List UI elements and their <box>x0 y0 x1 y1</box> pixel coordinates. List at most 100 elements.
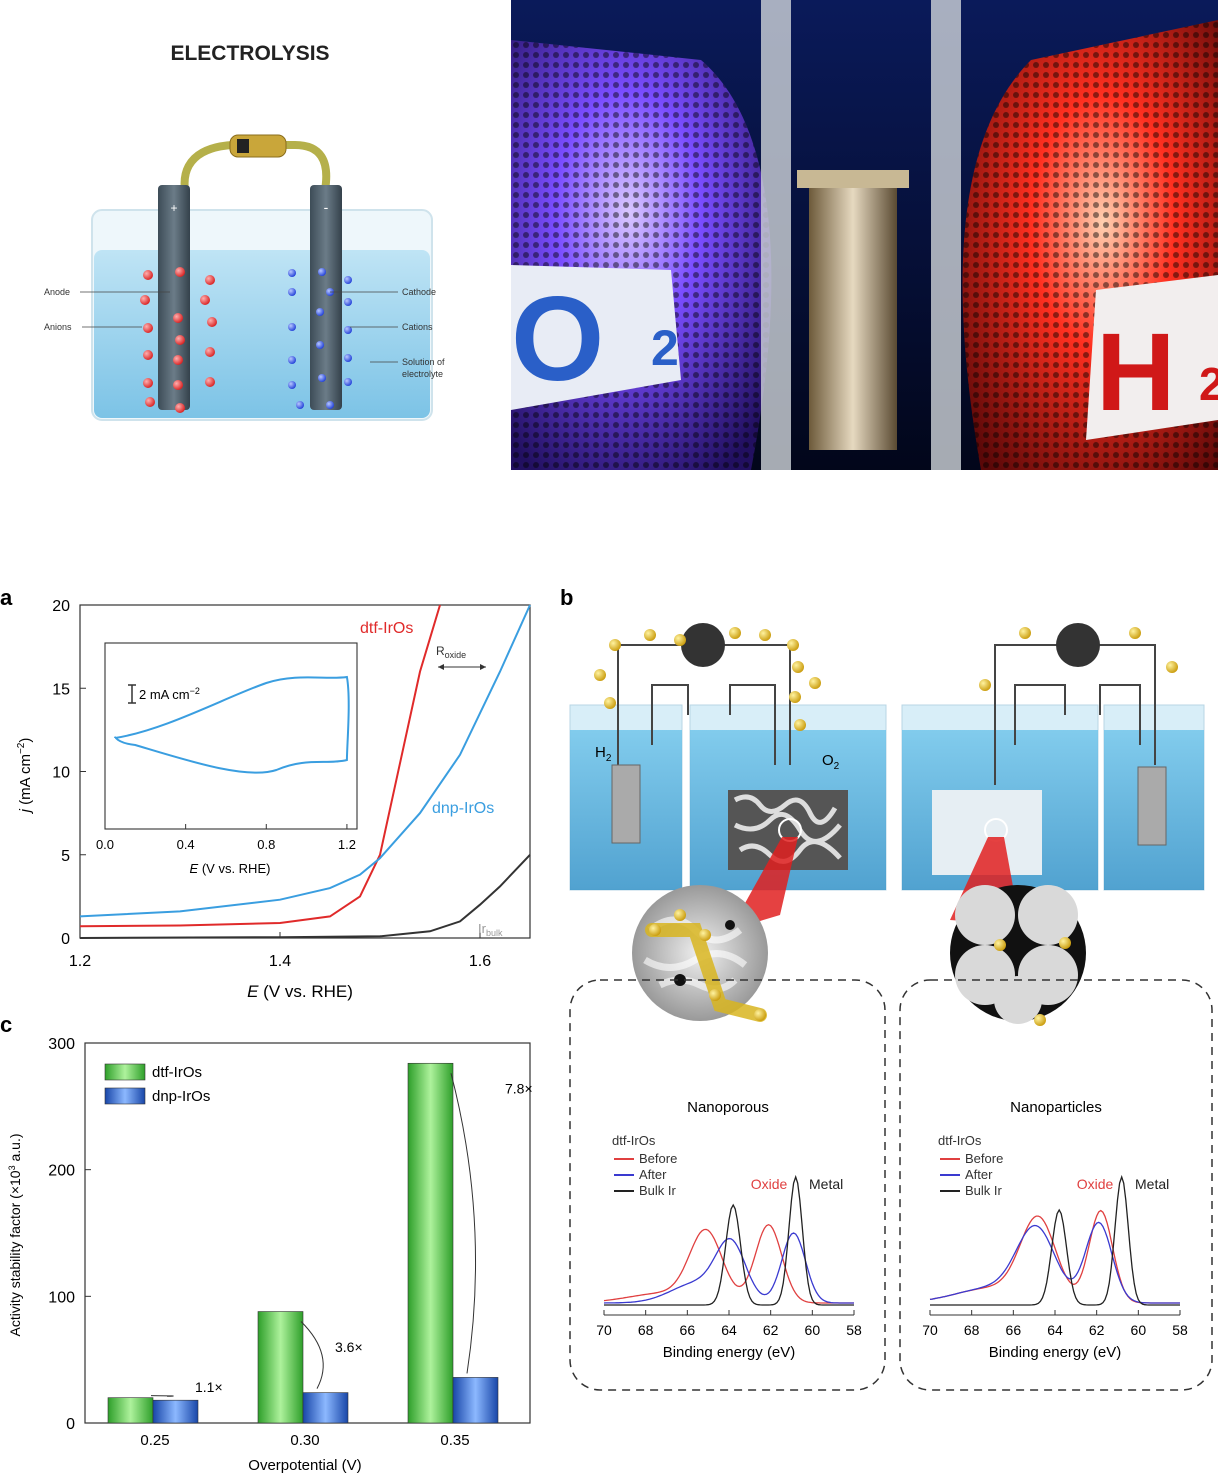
cation-15 <box>296 401 304 409</box>
xpsRight-legend-label-1: After <box>965 1167 993 1182</box>
plot-a-xlabel: E (V vs. RHE) <box>247 982 353 1001</box>
xpsLeft-metal-label: Metal <box>809 1176 843 1192</box>
label-dtf: dtf-IrOs <box>360 620 413 637</box>
legend-swatch-dtf <box>104 1063 146 1081</box>
cation-6 <box>288 323 296 331</box>
xpsRight-curve-2 <box>930 1174 1180 1306</box>
nanoparticles-title: Nanoparticles <box>1010 1099 1102 1116</box>
insulated-pipe-right <box>931 0 961 470</box>
anion-11 <box>173 355 183 365</box>
anion-16 <box>175 403 185 413</box>
inset-xtick-label-0: 0.0 <box>96 837 114 852</box>
left-circuit-inner <box>651 684 776 765</box>
ratio-arrow-2 <box>450 1073 477 1374</box>
anion-2 <box>205 275 215 285</box>
o2-sign-sub: 2 <box>651 320 679 376</box>
cations-label: Cations <box>402 322 433 332</box>
electrolysis-diagram: ELECTROLYSIS + - Anode Anions Cathode Ca… <box>30 0 500 470</box>
cation-9 <box>288 356 296 364</box>
xpsLeft-xtick-label-3: 64 <box>721 1322 737 1338</box>
gold-path <box>645 923 767 1022</box>
xpsLeft-legend-label-1: After <box>639 1167 667 1182</box>
a-ytick-label-3: 15 <box>52 681 70 698</box>
cation-5 <box>344 298 352 306</box>
label-r-oxide: Roxide <box>436 644 466 660</box>
h2-sign-text: H <box>1096 311 1175 434</box>
label-dnp: dnp-IrOs <box>432 800 494 817</box>
electrolysis-title: ELECTROLYSIS <box>170 42 329 65</box>
left-cell: H2 O2 <box>569 623 887 1022</box>
xps-left-plot: 70 68 66 64 62 60 58 Binding energy (eV) dtf-IrO… <box>596 1133 862 1361</box>
anion-4 <box>200 295 210 305</box>
anion-3 <box>140 295 150 305</box>
a-ytick-label-1: 5 <box>61 848 70 865</box>
gold-atom-19 <box>754 1009 766 1021</box>
right-dashed-box <box>899 979 1213 1391</box>
electrolyzer-photo: O 2 H 2 <box>511 0 1218 470</box>
bar-dnp-0 <box>152 1399 199 1424</box>
inset-scale-label: 2 mA cm−2 <box>139 686 200 702</box>
xpsLeft-xtick-label-1: 68 <box>638 1322 654 1338</box>
solution-label-1: Solution of <box>402 357 445 367</box>
inset-frame <box>104 642 358 830</box>
gold-atom-3 <box>729 627 741 639</box>
ratio-arrow-1 <box>300 1321 324 1389</box>
xpsRight-xtick-label-1: 68 <box>964 1322 980 1338</box>
a-ytick-label-4: 20 <box>52 598 70 615</box>
xpsLeft-legend-title: dtf-IrOs <box>612 1133 656 1148</box>
cathode-rod <box>310 185 342 410</box>
left-h2-label: H2 <box>595 744 612 764</box>
gold-atom-5 <box>787 639 799 651</box>
bar-dnp-2 <box>452 1377 499 1424</box>
bar-dtf-2 <box>407 1062 454 1424</box>
cation-0 <box>288 269 296 277</box>
xpsRight-xtick-label-4: 62 <box>1089 1322 1105 1338</box>
left-o2-label: O2 <box>822 752 840 772</box>
c-xtick-label-0: 0.25 <box>140 1432 169 1449</box>
xpsLeft-xtick-label-5: 60 <box>805 1322 821 1338</box>
inset-xtick-label-1: 0.4 <box>177 837 195 852</box>
pore-1 <box>674 974 686 986</box>
anion-1 <box>175 267 185 277</box>
ratio-label-1: 3.6× <box>335 1339 363 1355</box>
cation-11 <box>344 354 352 362</box>
panel-c: c 0 100 200 300 0.25 0.30 0.35 1.1× 3.6× 7.8× Ac… <box>0 1010 560 1476</box>
cation-1 <box>318 268 326 276</box>
left-power-source <box>681 623 725 667</box>
xpsLeft-xtick-label-4: 62 <box>763 1322 779 1338</box>
gold-atom-1 <box>644 629 656 641</box>
plot-a-curves <box>79 604 531 939</box>
center-cylinder <box>809 180 897 450</box>
cation-13 <box>318 374 326 382</box>
gold-atom-10 <box>794 719 806 731</box>
xpsRight-curve-1 <box>929 1221 1180 1304</box>
sphere-5 <box>994 976 1042 1024</box>
xpsLeft-legend-label-0: Before <box>639 1151 677 1166</box>
legend-label-dtf: dtf-IrOs <box>152 1064 202 1081</box>
left-dashed-box <box>569 979 886 1391</box>
pore-2 <box>725 920 735 930</box>
left-cathode-plate <box>611 764 641 844</box>
o2-sign <box>511 265 681 410</box>
anion-9 <box>143 350 153 360</box>
panel-b: b H2 O2 <box>560 585 1218 1395</box>
bar-dtf-1 <box>257 1311 304 1424</box>
o2-sign-text: O <box>511 272 604 406</box>
gold-atom-2 <box>674 634 686 646</box>
cation-7 <box>316 308 324 316</box>
panel-a: a 1.2 1.4 1.6 0 5 10 15 20 E (V vs. RHE) j (mA … <box>0 585 560 1005</box>
xpsRight-xtick-label-5: 60 <box>1131 1322 1147 1338</box>
a-xtick-label-0: 1.2 <box>69 953 91 970</box>
legend-swatch-dnp <box>104 1087 146 1105</box>
xpsLeft-xtick-label-0: 70 <box>596 1322 612 1338</box>
legend-label-dnp: dnp-IrOs <box>152 1088 210 1105</box>
gold-atom-0 <box>609 639 621 651</box>
label-ir-bulk: Irbulk <box>478 921 503 938</box>
plot-c-ticks: 0 100 200 300 0.25 0.30 0.35 <box>48 1036 469 1449</box>
r-oxide-arrowhead-right <box>480 664 486 670</box>
plot-c-ylabel: Activity stability factor (×103 a.u.) <box>7 1133 23 1336</box>
xpsLeft-curve-2 <box>604 1174 854 1306</box>
xpsRight-legend-label-0: Before <box>965 1151 1003 1166</box>
gold-atom-7 <box>594 669 606 681</box>
cation-10 <box>316 341 324 349</box>
